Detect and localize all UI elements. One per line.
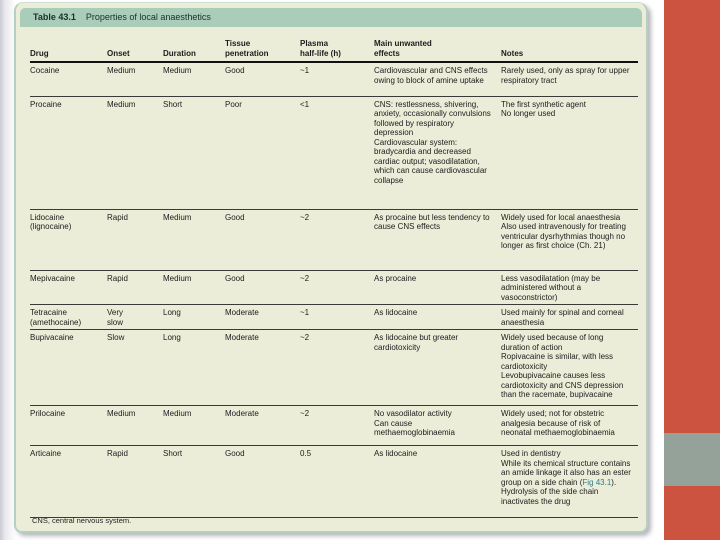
cell-onset: Rapid (107, 445, 163, 518)
table-row-cocaine: Cocaine Medium Medium Good ~1 Cardiovasc… (30, 62, 638, 97)
cell-notes: Used in dentistry While its chemical str… (501, 445, 638, 518)
cell-tissue-penetration: Moderate (225, 304, 300, 330)
cell-plasma-half-life: <1 (300, 96, 374, 210)
cell-tissue-penetration: Good (225, 62, 300, 97)
cell-notes: Widely used for local anaesthesia Also u… (501, 209, 638, 271)
cell-onset: Slow (107, 329, 163, 406)
cell-notes: Used mainly for spinal and corneal anaes… (501, 304, 638, 330)
cell-onset: Rapid (107, 270, 163, 305)
cell-duration: Long (163, 304, 225, 330)
cell-duration: Medium (163, 209, 225, 271)
cell-notes: Rarely used, only as spray for upper res… (501, 62, 638, 97)
cell-plasma-half-life: ~1 (300, 304, 374, 330)
table-row-bupivacaine: Bupivacaine Slow Long Moderate ~2 As lid… (30, 329, 638, 406)
table-number: Table 43.1 (33, 12, 76, 22)
cell-effects: As procaine (374, 270, 501, 305)
column-header-main-unwanted-effects: Main unwanted effects (374, 32, 501, 63)
cell-tissue-penetration: Good (225, 209, 300, 271)
table-row-lidocaine: Lidocaine (lignocaine) Rapid Medium Good… (30, 209, 638, 271)
cell-effects: CNS: restlessness, shivering, anxiety, o… (374, 96, 501, 210)
cell-plasma-half-life: ~2 (300, 405, 374, 446)
cell-effects: As lidocaine (374, 304, 501, 330)
cell-duration: Short (163, 96, 225, 210)
cell-onset: Medium (107, 96, 163, 210)
notes-text: Used in dentistry While its chemical str… (501, 449, 631, 487)
table-row-tetracaine: Tetracaine (amethocaine) Very slow Long … (30, 304, 638, 330)
table-card: Table 43.1 Properties of local anaestheti… (14, 2, 648, 533)
cell-duration: Short (163, 445, 225, 518)
column-header-notes: Notes (501, 32, 638, 63)
table-caption: Properties of local anaesthetics (85, 12, 211, 22)
cell-duration: Medium (163, 62, 225, 97)
cell-drug: Cocaine (30, 62, 107, 97)
cell-tissue-penetration: Good (225, 445, 300, 518)
anaesthetics-table: Drug Onset Duration Tissue penetration P… (30, 32, 638, 518)
cell-duration: Medium (163, 405, 225, 446)
cell-notes: Less vasodilatation (may be administered… (501, 270, 638, 305)
column-header-tissue-penetration: Tissue penetration (225, 32, 300, 63)
cell-drug: Prilocaine (30, 405, 107, 446)
cell-effects: As procaine but less tendency to cause C… (374, 209, 501, 271)
cell-drug: Tetracaine (amethocaine) (30, 304, 107, 330)
table-header-row: Drug Onset Duration Tissue penetration P… (30, 32, 638, 63)
cell-onset: Rapid (107, 209, 163, 271)
cell-onset: Medium (107, 62, 163, 97)
cell-plasma-half-life: ~2 (300, 209, 374, 271)
table-title-bar: Table 43.1 Properties of local anaestheti… (20, 8, 642, 27)
column-header-onset: Onset (107, 32, 163, 63)
column-header-duration: Duration (163, 32, 225, 63)
cell-drug: Lidocaine (lignocaine) (30, 209, 107, 271)
right-accent-band (664, 433, 720, 486)
cell-notes: The first synthetic agent No longer used (501, 96, 638, 210)
cell-drug: Mepivacaine (30, 270, 107, 305)
cell-tissue-penetration: Moderate (225, 405, 300, 446)
cell-notes: Widely used because of long duration of … (501, 329, 638, 406)
figure-reference-link: Fig 43.1 (582, 477, 612, 487)
cell-plasma-half-life: 0.5 (300, 445, 374, 518)
cell-effects: Cardiovascular and CNS effects owing to … (374, 62, 501, 97)
table-row-articaine: Articaine Rapid Short Good 0.5 As lidoca… (30, 445, 638, 518)
cell-onset: Very slow (107, 304, 163, 330)
table-footnote: CNS, central nervous system. (32, 516, 132, 525)
cell-tissue-penetration: Good (225, 270, 300, 305)
cell-effects: As lidocaine (374, 445, 501, 518)
cell-duration: Medium (163, 270, 225, 305)
notes-text: ). Hydrolysis of the side chain inactiva… (501, 477, 617, 506)
cell-plasma-half-life: ~2 (300, 270, 374, 305)
cell-duration: Long (163, 329, 225, 406)
cell-drug: Bupivacaine (30, 329, 107, 406)
cell-drug: Articaine (30, 445, 107, 518)
cell-tissue-penetration: Poor (225, 96, 300, 210)
cell-effects: No vasodilator activity Can cause methae… (374, 405, 501, 446)
table-row-mepivacaine: Mepivacaine Rapid Medium Good ~2 As proc… (30, 270, 638, 305)
table-row-prilocaine: Prilocaine Medium Medium Moderate ~2 No … (30, 405, 638, 446)
cell-plasma-half-life: ~1 (300, 62, 374, 97)
cell-notes: Widely used; not for obstetric analgesia… (501, 405, 638, 446)
cell-onset: Medium (107, 405, 163, 446)
cell-tissue-penetration: Moderate (225, 329, 300, 406)
cell-drug: Procaine (30, 96, 107, 210)
table-row-procaine: Procaine Medium Short Poor <1 CNS: restl… (30, 96, 638, 210)
right-accent-bar (664, 0, 720, 540)
cell-plasma-half-life: ~2 (300, 329, 374, 406)
column-header-plasma-half-life: Plasma half-life (h) (300, 32, 374, 63)
column-header-drug: Drug (30, 32, 107, 63)
cell-effects: As lidocaine but greater cardiotoxicity (374, 329, 501, 406)
